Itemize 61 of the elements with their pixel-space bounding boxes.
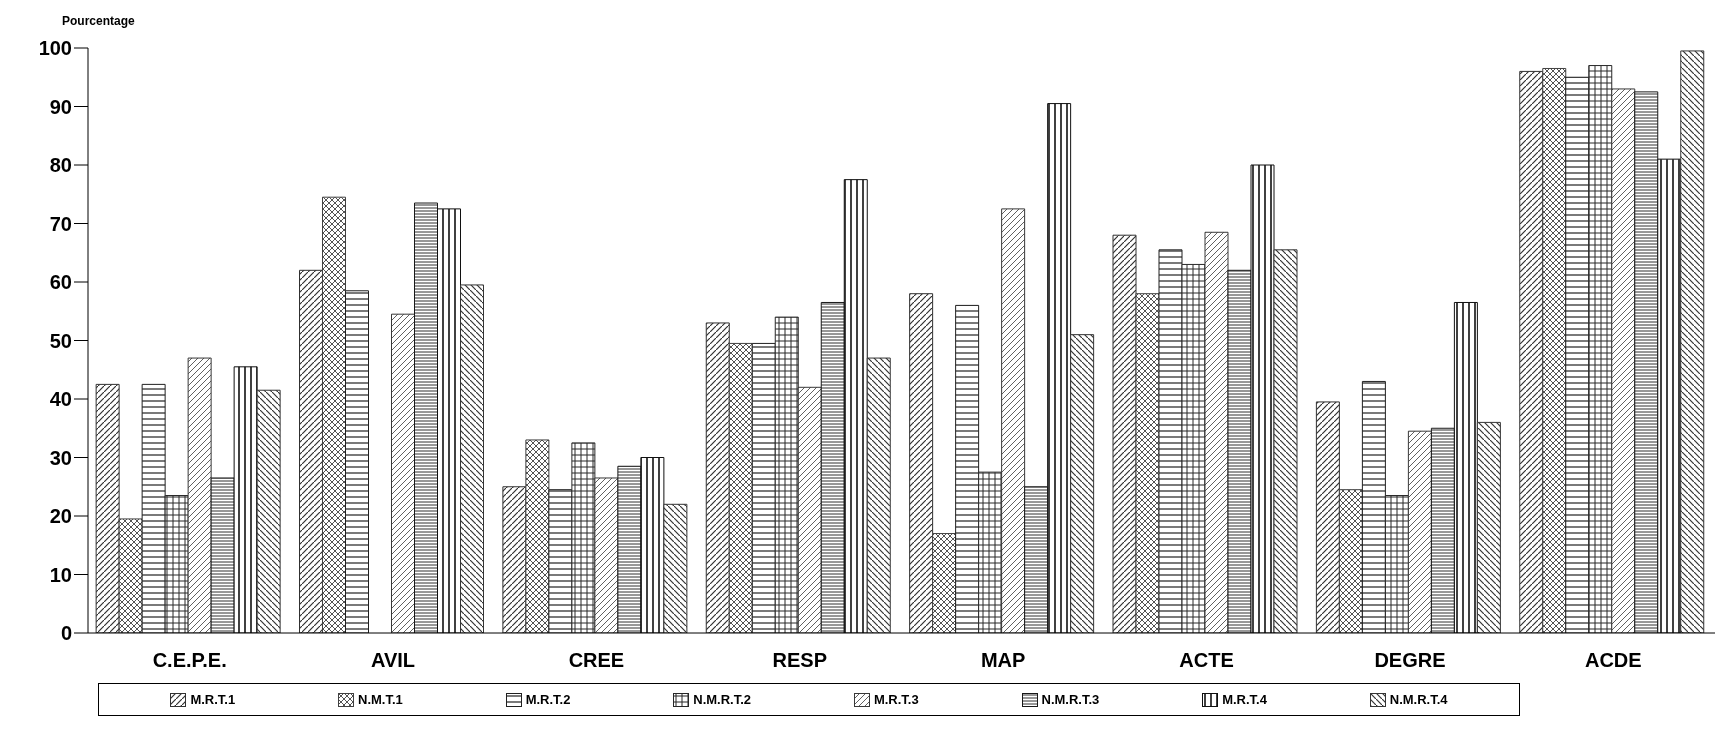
bar xyxy=(932,533,957,633)
bar xyxy=(728,342,753,633)
y-tick-label: 20 xyxy=(49,505,72,528)
legend-label: M.R.T.4 xyxy=(1221,692,1267,707)
bar xyxy=(1542,67,1567,633)
x-tick-label: ACDE xyxy=(1584,649,1642,672)
bar xyxy=(460,284,485,633)
bar xyxy=(525,439,550,633)
bar xyxy=(1001,208,1026,633)
x-tick-label: CREE xyxy=(568,649,625,672)
x-tick-label: AVIL xyxy=(371,649,416,672)
bar xyxy=(1273,249,1298,633)
y-axis-title: Pourcentage xyxy=(62,14,135,28)
bar xyxy=(95,383,120,633)
bar xyxy=(256,389,281,633)
bar xyxy=(1407,430,1432,633)
x-tick-label: DEGRE xyxy=(1374,649,1446,672)
bar xyxy=(663,503,688,633)
bar xyxy=(391,313,416,633)
legend-label: N.M.R.T.2 xyxy=(692,692,752,707)
bar xyxy=(299,269,324,633)
y-tick-label: 50 xyxy=(49,329,72,352)
bar xyxy=(322,196,347,633)
y-tick-label: 40 xyxy=(49,388,72,411)
bar xyxy=(187,357,212,633)
bar xyxy=(1204,231,1229,633)
bar xyxy=(502,486,527,633)
legend-label: M.R.T.2 xyxy=(524,692,571,707)
bar xyxy=(1135,293,1160,633)
bar xyxy=(1315,401,1340,633)
bar xyxy=(594,477,619,633)
x-tick-label: C.E.P.E. xyxy=(152,649,227,672)
bar xyxy=(1112,234,1137,633)
y-tick-label: 70 xyxy=(49,212,72,235)
bar xyxy=(1519,70,1544,633)
legend-label: N.M.R.T.4 xyxy=(1388,692,1448,707)
bar xyxy=(797,386,822,633)
bar xyxy=(1070,334,1095,633)
bar xyxy=(1338,489,1363,633)
y-tick-label: 0 xyxy=(60,622,72,645)
bar xyxy=(866,357,891,633)
y-tick-label: 90 xyxy=(49,95,72,118)
legend-label: N.M.T.1 xyxy=(357,692,403,707)
y-tick-label: 10 xyxy=(49,563,72,586)
x-tick-label: MAP xyxy=(980,649,1026,672)
y-tick-label: 60 xyxy=(49,271,72,294)
legend-label: N.M.R.T.3 xyxy=(1040,692,1100,707)
bar xyxy=(345,290,370,633)
bar xyxy=(909,293,934,633)
bar xyxy=(1476,421,1501,633)
x-tick-label: RESP xyxy=(772,649,828,672)
bar xyxy=(1611,88,1636,633)
bar xyxy=(1680,50,1705,633)
legend-label: M.R.T.1 xyxy=(189,692,236,707)
bar xyxy=(118,518,143,633)
y-tick-label: 80 xyxy=(49,154,72,177)
x-tick-label: ACTE xyxy=(1179,649,1234,672)
bar xyxy=(705,322,730,633)
y-tick-label: 30 xyxy=(49,446,72,469)
legend-label: M.R.T.3 xyxy=(872,692,919,707)
y-tick-label: 100 xyxy=(38,37,72,60)
